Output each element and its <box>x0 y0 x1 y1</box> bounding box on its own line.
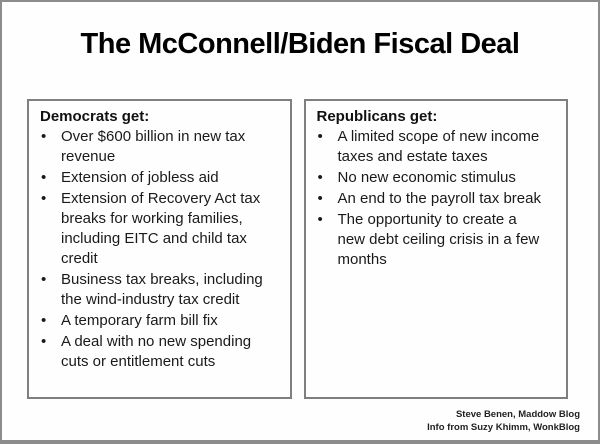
bullet-icon: • <box>41 190 47 207</box>
list-item-text: Business tax breaks, including the wind-… <box>61 271 263 308</box>
bullet-icon: • <box>41 271 47 288</box>
list-item: • A deal with no new spending cuts or en… <box>40 332 286 372</box>
republicans-list: • A limited scope of new income taxes an… <box>317 127 563 270</box>
list-item-text: A limited scope of new income taxes and … <box>337 128 540 165</box>
list-item-text: An end to the payroll tax break <box>337 190 541 207</box>
bullet-icon: • <box>41 312 47 329</box>
list-item-text: A deal with no new spending cuts or enti… <box>61 333 252 370</box>
list-item: • Extension of Recovery Act tax breaks f… <box>40 189 286 269</box>
list-item: • A limited scope of new income taxes an… <box>317 127 563 167</box>
list-item-text: Extension of Recovery Act tax breaks for… <box>61 190 261 267</box>
bullet-icon: • <box>317 169 323 186</box>
list-item-text: No new economic stimulus <box>337 169 516 186</box>
bullet-icon: • <box>317 211 323 228</box>
panels-row: Democrats get: • Over $600 billion in ne… <box>27 99 568 399</box>
slide-title: The McConnell/Biden Fiscal Deal <box>80 28 520 60</box>
attribution: Steve Benen, Maddow Blog Info from Suzy … <box>427 408 580 434</box>
list-item: • No new economic stimulus <box>317 168 563 188</box>
bullet-icon: • <box>317 128 323 145</box>
bullet-icon: • <box>41 169 47 186</box>
attribution-line1: Steve Benen, Maddow Blog <box>455 409 580 420</box>
republicans-heading: Republicans get: <box>316 108 438 125</box>
list-item-text: Over $600 billion in new tax revenue <box>61 128 246 165</box>
bullet-icon: • <box>317 190 323 207</box>
democrats-panel: Democrats get: • Over $600 billion in ne… <box>27 99 292 399</box>
attribution-line2: Info from Suzy Khimm, WonkBlog <box>427 422 580 433</box>
list-item-text: The opportunity to create a new debt cei… <box>337 211 540 268</box>
democrats-list: • Over $600 billion in new tax revenue •… <box>40 127 286 372</box>
list-item: • Extension of jobless aid <box>40 168 286 188</box>
list-item-text: A temporary farm bill fix <box>61 312 218 329</box>
list-item: • A temporary farm bill fix <box>40 311 286 331</box>
list-item: • An end to the payroll tax break <box>317 189 563 209</box>
democrats-heading: Democrats get: <box>40 108 150 125</box>
republicans-panel: Republicans get: • A limited scope of ne… <box>303 99 568 399</box>
list-item: • Business tax breaks, including the win… <box>40 270 286 310</box>
list-item: • The opportunity to create a new debt c… <box>317 210 563 270</box>
bullet-icon: • <box>41 128 47 145</box>
list-item-text: Extension of jobless aid <box>61 169 219 186</box>
list-item: • Over $600 billion in new tax revenue <box>40 127 286 167</box>
bullet-icon: • <box>41 333 47 350</box>
